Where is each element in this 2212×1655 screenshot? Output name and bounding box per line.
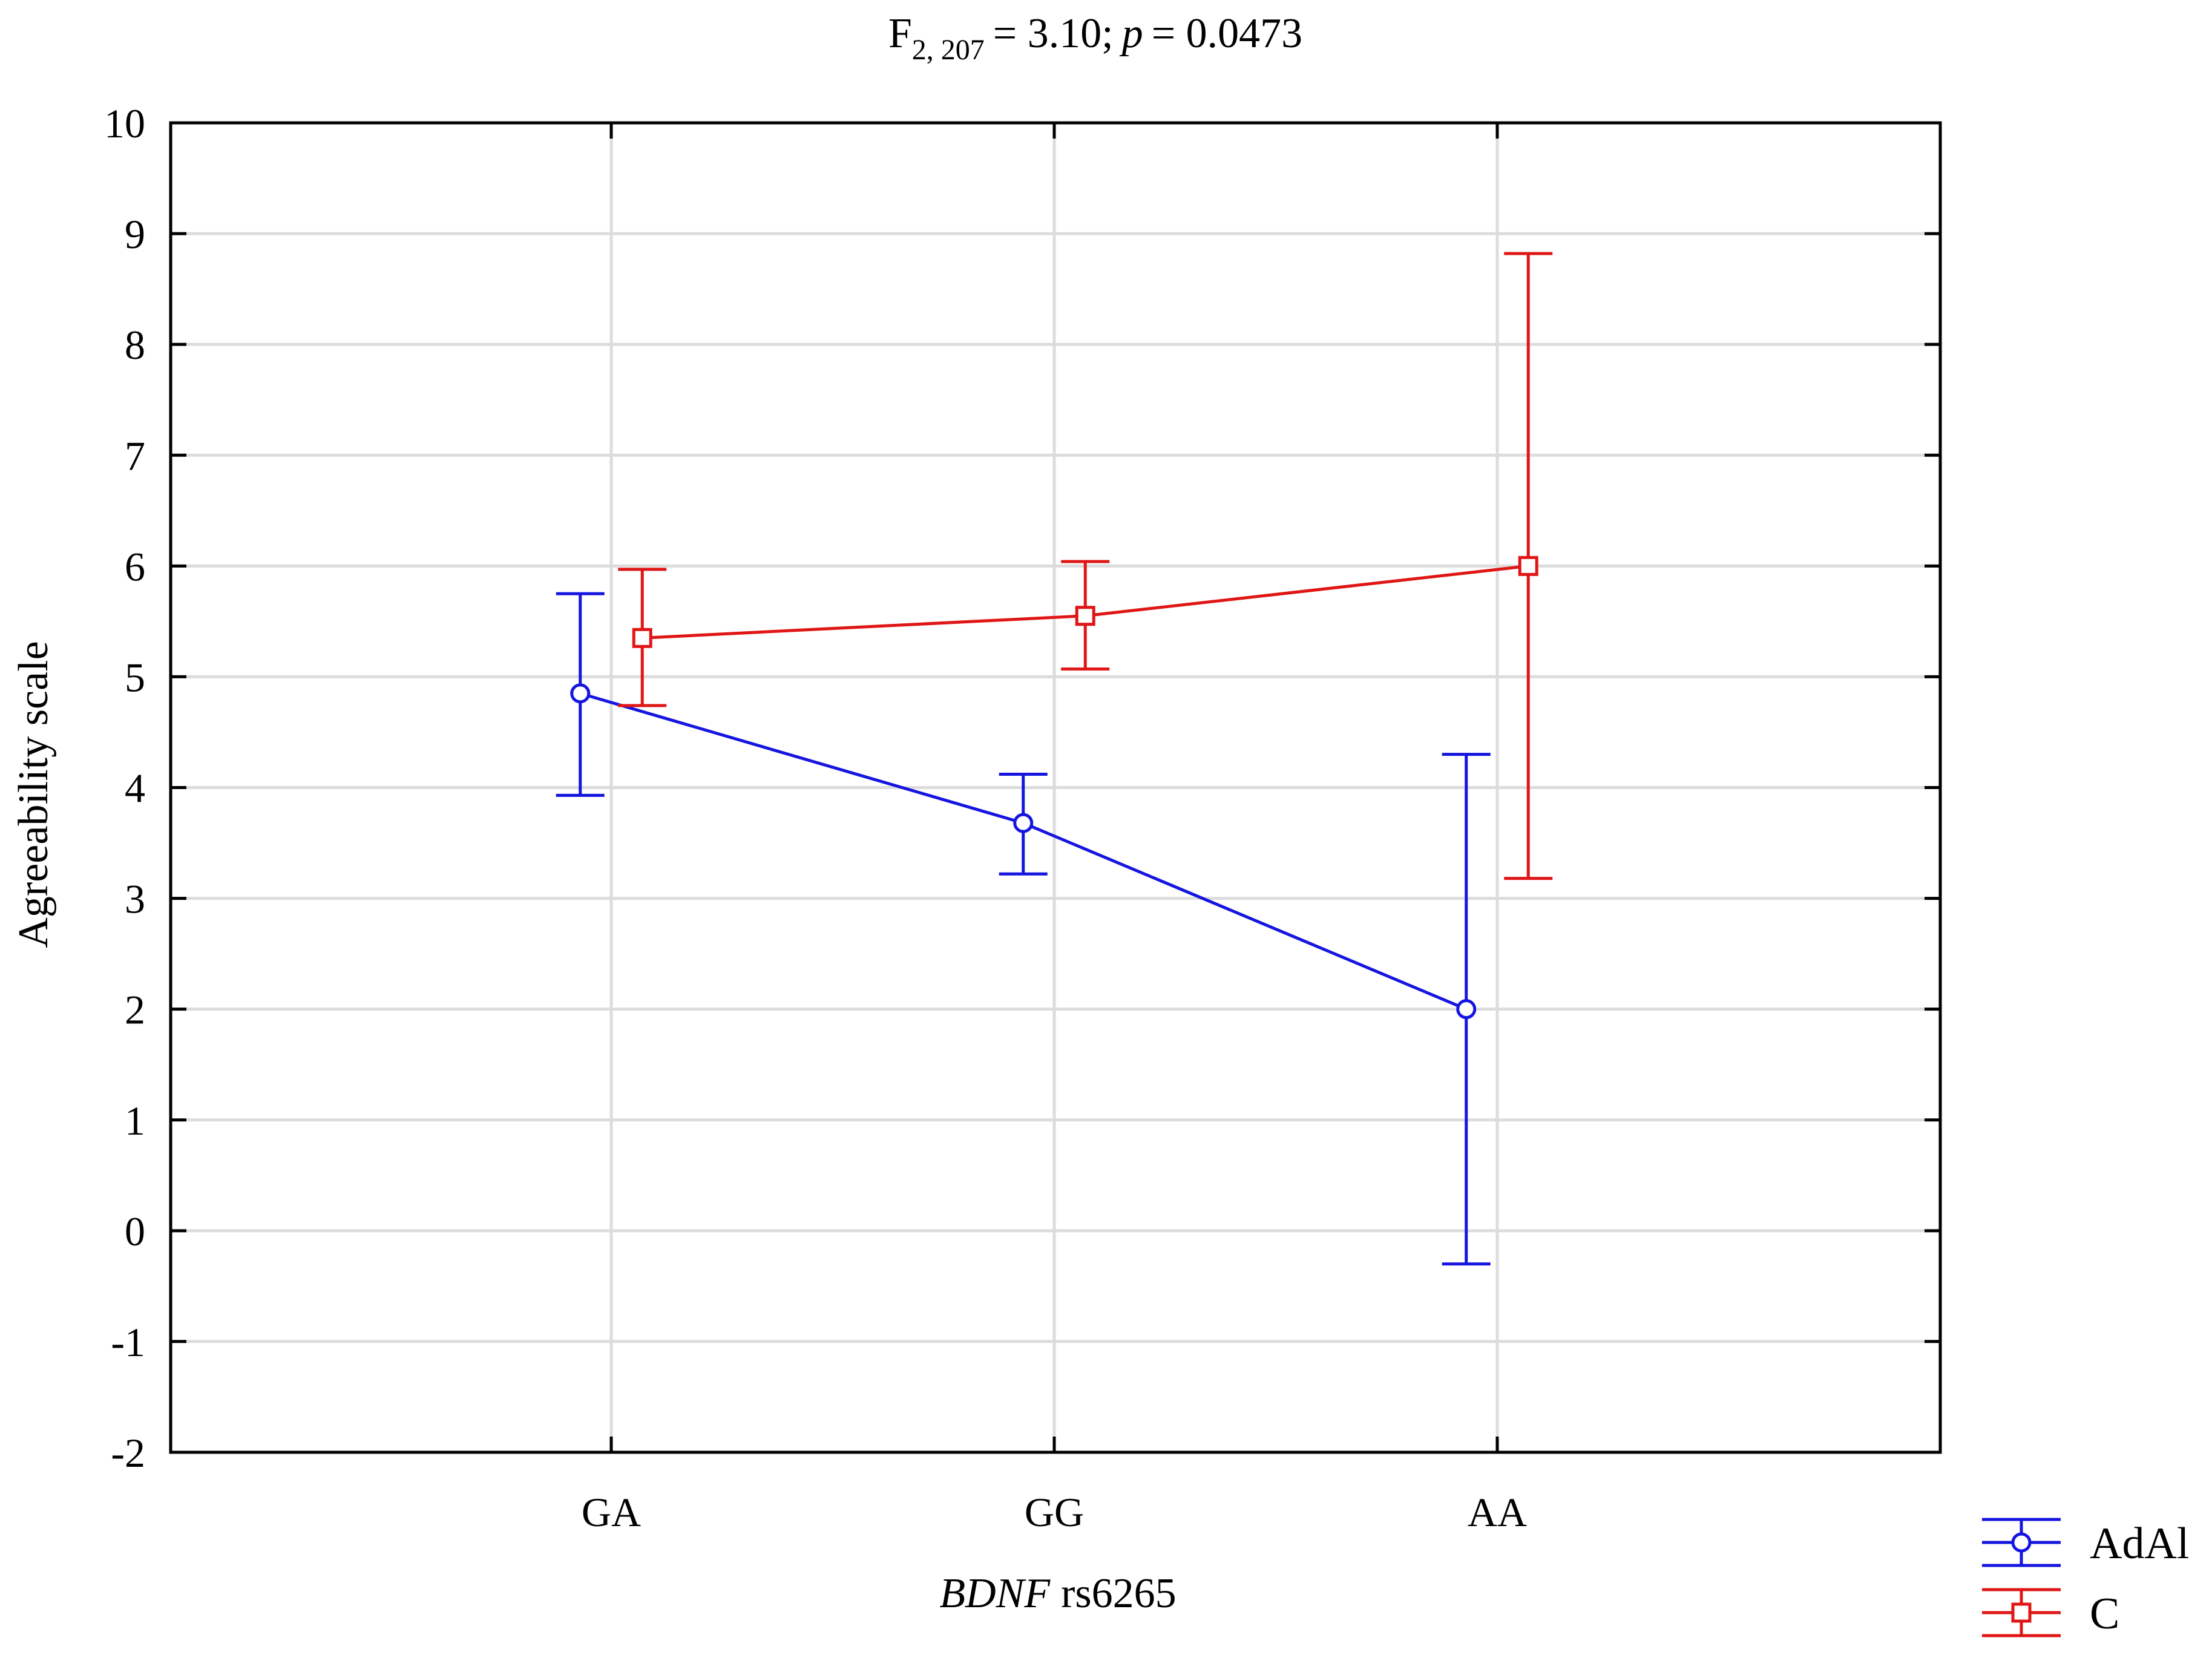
series-layer (556, 252, 1553, 1266)
y-tick-label: 1 (125, 1098, 145, 1144)
x-tick-label: GA (582, 1489, 641, 1535)
y-tick-label: 3 (125, 876, 145, 922)
y-axis: -2 -1 0 1 2 3 4 5 6 7 8 9 10 (104, 100, 1940, 1476)
grid-lines (171, 121, 1940, 1454)
title-df-subscript: 2, 207 (912, 34, 985, 66)
y-tick-label: 0 (125, 1208, 145, 1254)
x-axis: GA GG AA (582, 123, 1527, 1535)
legend: AdAl C (1982, 1518, 2189, 1639)
y-tick-label: -2 (111, 1430, 145, 1476)
y-axis-title: Agreeability scale (10, 641, 57, 948)
plot-frame (169, 121, 1942, 1454)
data-point (570, 683, 591, 704)
data-point (1456, 999, 1477, 1020)
data-point (1075, 606, 1095, 626)
legend-marker (2011, 1602, 2032, 1623)
series-adal (556, 592, 1491, 1266)
y-tick-label: 10 (104, 100, 145, 146)
y-tick-label: 8 (125, 322, 145, 368)
data-point (632, 628, 652, 648)
data-point (1518, 555, 1538, 576)
series-c (618, 252, 1553, 880)
legend-item-c: C (1982, 1588, 2119, 1639)
legend-label: C (2090, 1589, 2119, 1639)
x-tick-label: GG (1025, 1489, 1084, 1535)
x-tick-label: AA (1468, 1489, 1527, 1535)
x-axis-title: BDNF rs6265 (939, 1570, 1176, 1617)
y-tick-label: 4 (125, 765, 145, 811)
legend-label: AdAl (2090, 1519, 2189, 1568)
chart-title: F2, 207 = 3.10; p = 0.0473 (888, 10, 1302, 66)
y-tick-label: 5 (125, 654, 145, 700)
y-tick-label: -1 (111, 1319, 145, 1365)
data-point (1013, 813, 1034, 833)
legend-marker (2011, 1532, 2032, 1553)
y-tick-label: 9 (125, 211, 145, 257)
y-tick-label: 2 (125, 987, 145, 1033)
y-tick-label: 6 (125, 543, 145, 589)
y-tick-label: 7 (125, 433, 145, 479)
legend-item-adal: AdAl (1982, 1518, 2189, 1568)
